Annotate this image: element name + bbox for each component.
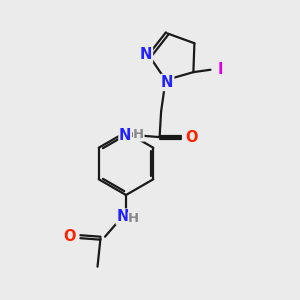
Text: N: N (140, 47, 152, 62)
Text: H: H (133, 128, 144, 141)
Text: H: H (128, 212, 139, 226)
Text: O: O (185, 130, 197, 145)
Text: N: N (161, 75, 173, 90)
Text: I: I (218, 62, 223, 77)
Text: O: O (63, 229, 76, 244)
Text: N: N (119, 128, 131, 143)
Text: N: N (116, 209, 129, 224)
